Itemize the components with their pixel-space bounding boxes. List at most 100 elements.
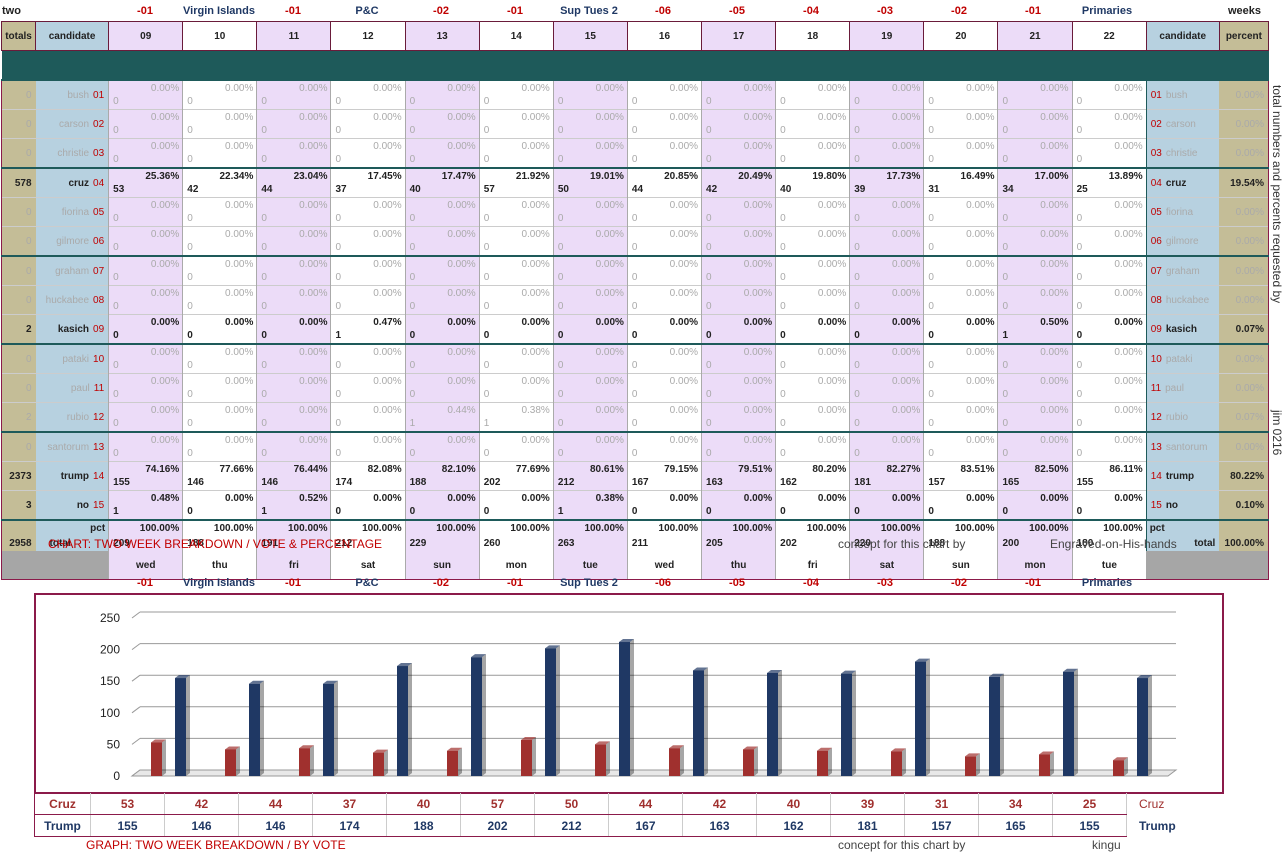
vote-cell: 20.49% 42 <box>701 167 776 198</box>
vote-percent: 0.38% <box>521 405 550 416</box>
vote-cell: 0.00% 0 <box>997 197 1073 227</box>
candidate-name-cell-right: 15 no <box>1145 490 1220 520</box>
vote-percent: 0.00% <box>669 347 699 358</box>
vote-percent: 0.00% <box>743 493 773 504</box>
candidate-total: 0 <box>0 285 36 315</box>
series-value: 39 <box>830 793 905 815</box>
vote-cell: 0.00% 0 <box>478 138 554 168</box>
vote-count: 0 <box>854 125 860 136</box>
chart-marker: -04 <box>803 577 819 589</box>
total-cell: 100.00% 202 <box>775 519 850 551</box>
vote-cell: 0.00% 0 <box>923 226 998 256</box>
candidate-percent: 19.54% <box>1219 167 1270 198</box>
vote-percent: 0.00% <box>743 200 773 211</box>
vote-count: 57 <box>483 184 495 195</box>
vote-percent: 0.00% <box>817 405 847 416</box>
vote-percent: 0.00% <box>1114 141 1143 152</box>
total-percent: 100.00% <box>139 523 180 534</box>
vote-cell: 0.00% 0 <box>404 79 480 110</box>
bar-cruz <box>447 750 458 776</box>
vote-cell: 0.00% 0 <box>997 373 1073 403</box>
vote-count: 0 <box>706 418 712 429</box>
vote-percent: 0.00% <box>225 317 254 328</box>
candidate-percent: 0.00% <box>1219 255 1270 286</box>
candidate-number: 08 <box>93 294 105 306</box>
vote-count: 0 <box>854 389 860 400</box>
bar-top <box>299 745 314 749</box>
vote-cell: 0.00% 0 <box>849 255 924 286</box>
vote-count: 0 <box>1002 96 1009 107</box>
vote-cell: 0.00% 0 <box>182 490 257 520</box>
vote-count: 0 <box>780 301 786 312</box>
candidate-total: 2 <box>0 402 36 432</box>
vote-count: 0 <box>335 125 342 136</box>
vote-cell: 0.00% 0 <box>701 490 776 520</box>
vote-count: 0 <box>1076 301 1083 312</box>
chart-marker: Virgin Islands <box>183 577 255 589</box>
vote-count: 0 <box>854 154 860 165</box>
vote-cell: 0.00% 0 <box>108 285 183 315</box>
vote-cell: 0.52% 1 <box>256 490 331 520</box>
vote-percent: 20.49% <box>738 171 773 182</box>
vote-count: 0 <box>261 448 267 459</box>
grand-total: 2958 <box>0 519 36 551</box>
bar-side <box>1074 668 1078 776</box>
vote-percent: 0.00% <box>1114 200 1143 211</box>
vote-cell: 82.08% 174 <box>330 461 406 491</box>
vote-cell: 21.92% 57 <box>478 167 554 198</box>
vote-cell: 0.00% 0 <box>404 138 480 168</box>
vote-cell: 0.00% 0 <box>182 109 257 139</box>
vote-count: 0 <box>557 360 564 371</box>
vote-cell: 0.00% 0 <box>1071 431 1147 462</box>
bar-top <box>965 753 980 757</box>
vote-cell: 0.00% 0 <box>108 226 183 256</box>
vote-cell: 0.00% 0 <box>478 255 554 286</box>
vote-count: 0 <box>706 272 712 283</box>
candidate-name-cell: trump 14 <box>35 461 109 491</box>
vote-count: 0 <box>631 360 638 371</box>
vote-cell: 0.00% 0 <box>182 197 257 227</box>
vote-percent: 0.47% <box>373 317 402 328</box>
vote-percent: 0.00% <box>447 200 476 211</box>
gridline-depth <box>131 643 141 650</box>
candidate-name: paul <box>1165 382 1184 394</box>
vote-percent: 0.00% <box>966 200 995 211</box>
vote-cell: 0.00% 0 <box>552 343 628 374</box>
vote-count: 0 <box>113 272 119 283</box>
candidate-name: cruz <box>1165 177 1187 189</box>
candidate-name-cell-right: 09 kasich <box>1145 314 1220 344</box>
vote-count: 0 <box>631 301 638 312</box>
vote-count: 0 <box>557 448 564 459</box>
vote-percent: 0.00% <box>966 259 995 270</box>
week-column-header: 12 <box>330 21 406 51</box>
vote-count: 0 <box>854 242 860 253</box>
vote-percent: 0.00% <box>595 112 624 123</box>
candidate-header: candidate <box>35 21 110 51</box>
candidate-number: 05 <box>93 206 105 218</box>
vote-cell: 0.00% 0 <box>182 402 257 432</box>
candidate-name: rubio <box>66 411 90 423</box>
vote-cell: 0.00% 0 <box>849 373 924 403</box>
vote-count: 0 <box>854 418 860 429</box>
day-label: tue <box>1071 551 1147 580</box>
vote-cell: 0.00% 0 <box>404 373 480 403</box>
vote-percent: 0.52% <box>299 493 328 504</box>
total-count: 205 <box>706 538 723 549</box>
vote-percent: 0.00% <box>373 288 402 299</box>
bar-top <box>373 749 388 753</box>
vote-percent: 0.00% <box>225 376 254 387</box>
vote-count: 0 <box>780 213 786 224</box>
vote-count: 0 <box>335 154 342 165</box>
vote-percent: 0.00% <box>447 288 476 299</box>
bar-side <box>704 667 708 776</box>
total-label-cell-right: pct total <box>1145 519 1220 551</box>
vote-count: 0 <box>1002 125 1009 136</box>
candidate-name: pataki <box>1165 353 1193 365</box>
candidate-row: 0 bush 01 0.00% 0 0.00% 0 0.00% 0 0.00% 0 0.00% 0 0.0… <box>0 79 1270 110</box>
vote-cell: 0.00% 0 <box>997 285 1073 315</box>
total-count: 260 <box>483 538 501 549</box>
vote-percent: 0.00% <box>373 83 402 94</box>
candidate-number: 12 <box>1150 411 1162 423</box>
vote-percent: 0.00% <box>669 493 699 504</box>
chart2-author: kingu <box>1092 838 1121 852</box>
